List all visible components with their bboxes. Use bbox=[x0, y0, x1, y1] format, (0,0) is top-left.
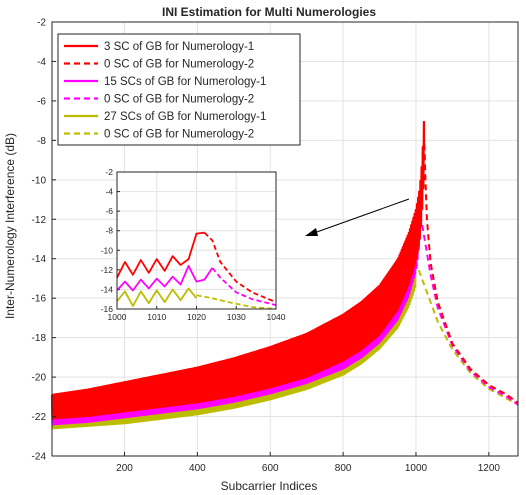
legend-entry-3: 15 SCs of GB for Numerology-1 bbox=[104, 76, 266, 88]
y-axis-label: Inter-Numerology Interference (dB) bbox=[3, 133, 17, 319]
x-tick-label: 1000 bbox=[405, 463, 428, 474]
inset-x-tick-label: 1030 bbox=[227, 312, 246, 322]
y-tick-label: -24 bbox=[32, 452, 47, 463]
legend-entry-5: 27 SCs of GB for Numerology-1 bbox=[104, 111, 266, 123]
inset-series-line-1 bbox=[116, 231, 205, 279]
inset-x-tick-label: 1020 bbox=[187, 312, 206, 322]
y-tick-label: -14 bbox=[32, 254, 47, 265]
main-axis-ticks: 200 400 600 800 1000 1200 -24 -22 -20 -18 -16 -14 -1… bbox=[32, 18, 501, 475]
chart-title: INI Estimation for Multi Numerologies bbox=[162, 5, 376, 19]
inset-y-tick-label: -6 bbox=[105, 206, 113, 216]
inset-y-tick-label: -10 bbox=[101, 245, 114, 255]
y-tick-label: -6 bbox=[37, 96, 46, 107]
inset-x-tick-label: 1040 bbox=[267, 312, 286, 322]
series-line-4 bbox=[419, 215, 519, 406]
inset-y-tick-label: -14 bbox=[101, 284, 114, 294]
y-tick-label: -4 bbox=[37, 57, 46, 68]
legend-entry-1: 3 SC of GB for Numerology-1 bbox=[104, 41, 254, 53]
inset-x-tick-label: 1010 bbox=[147, 312, 166, 322]
series-line-2 bbox=[423, 144, 519, 404]
inset-frame bbox=[116, 171, 277, 310]
inset-axes: 1000 1010 1020 1030 1040 -16 -14 -12 -10 -8 -6 -4 -2 bbox=[101, 167, 286, 322]
inset-x-tick-label: 1000 bbox=[108, 312, 127, 322]
x-tick-label: 800 bbox=[335, 463, 352, 474]
legend-entry-6: 0 SC of GB for Numerology-2 bbox=[104, 129, 254, 141]
y-tick-label: -20 bbox=[32, 373, 47, 384]
main-plot-lines bbox=[50, 120, 519, 430]
main-axes-frame bbox=[51, 21, 519, 457]
y-tick-label: -8 bbox=[37, 136, 46, 147]
x-tick-label: 600 bbox=[262, 463, 279, 474]
y-tick-label: -16 bbox=[32, 294, 47, 305]
inset-y-tick-label: -12 bbox=[101, 265, 114, 275]
inset-y-tick-label: -8 bbox=[105, 226, 113, 236]
inset-y-tick-label: -4 bbox=[105, 187, 113, 197]
series-line-6 bbox=[414, 260, 519, 406]
inset-y-tick-label: -2 bbox=[105, 167, 113, 177]
inset-y-tick-label: -16 bbox=[101, 304, 114, 314]
inset-series-line-6 bbox=[196, 294, 277, 310]
series-line-1 bbox=[50, 120, 426, 420]
x-tick-label: 1200 bbox=[478, 463, 501, 474]
inset-series-line-3 bbox=[116, 265, 214, 292]
legend-entry-4: 0 SC of GB for Numerology-2 bbox=[104, 94, 254, 106]
x-tick-label: 200 bbox=[116, 463, 133, 474]
legend-entry-2: 0 SC of GB for Numerology-2 bbox=[104, 59, 254, 71]
legend: 3 SC of GB for Numerology-1 0 SC of GB fo… bbox=[57, 33, 301, 146]
inset-series-line-2 bbox=[203, 232, 277, 303]
legend-box bbox=[57, 33, 301, 146]
y-tick-label: -22 bbox=[32, 412, 47, 423]
x-axis-label: Subcarrier Indices bbox=[221, 479, 318, 493]
y-tick-label: -12 bbox=[32, 215, 47, 226]
y-tick-label: -18 bbox=[32, 333, 47, 344]
zoom-arrow bbox=[305, 198, 410, 236]
y-tick-label: -2 bbox=[37, 18, 46, 29]
y-tick-label: -10 bbox=[32, 175, 47, 186]
inset-series-line-5 bbox=[116, 287, 198, 307]
x-tick-label: 400 bbox=[189, 463, 206, 474]
inset-series-line-4 bbox=[211, 267, 277, 306]
